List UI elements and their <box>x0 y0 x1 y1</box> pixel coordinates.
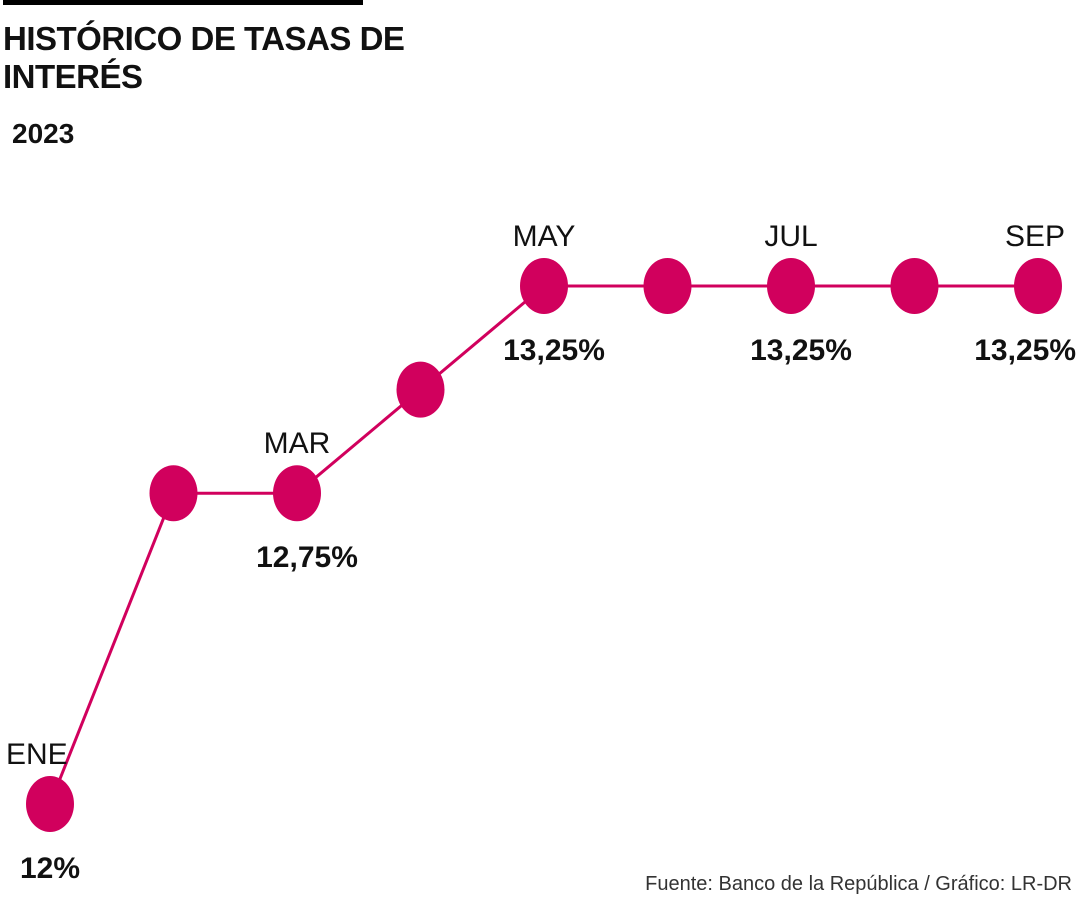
data-point-ago <box>890 258 939 314</box>
value-label: 13,25% <box>974 334 1076 367</box>
data-point-jul <box>767 258 815 314</box>
data-point-ene <box>26 776 74 832</box>
series-line-segment <box>419 284 545 391</box>
data-point-mar <box>273 465 321 522</box>
value-label: 13,25% <box>503 334 605 367</box>
series-line-segment <box>296 388 422 495</box>
month-label: ENE <box>6 738 68 771</box>
data-point-jun <box>643 258 692 314</box>
month-label: JUL <box>764 220 817 253</box>
source-note: Fuente: Banco de la República / Gráfico:… <box>645 873 1072 895</box>
title-rule <box>3 0 363 5</box>
value-label: 12% <box>20 852 80 885</box>
data-point-sep <box>1014 258 1062 314</box>
chart-subtitle: 2023 <box>12 118 75 149</box>
month-label: MAR <box>264 427 331 460</box>
month-label: MAY <box>513 220 576 253</box>
chart-title: HISTÓRICO DE TASAS DE INTERÉS <box>3 20 405 95</box>
data-point-may <box>520 258 568 314</box>
data-point-abr <box>396 361 445 418</box>
value-label: 12,75% <box>256 541 358 574</box>
value-label: 13,25% <box>750 334 852 367</box>
data-point-feb <box>149 465 198 522</box>
series-line-segment <box>48 492 175 805</box>
marker-group <box>26 258 1062 832</box>
month-label: SEP <box>1005 220 1065 253</box>
label-group: ENE 12% MAR 12,75% MAY 13,25% JUL 13,25% SEP 13,2… <box>6 220 1076 885</box>
